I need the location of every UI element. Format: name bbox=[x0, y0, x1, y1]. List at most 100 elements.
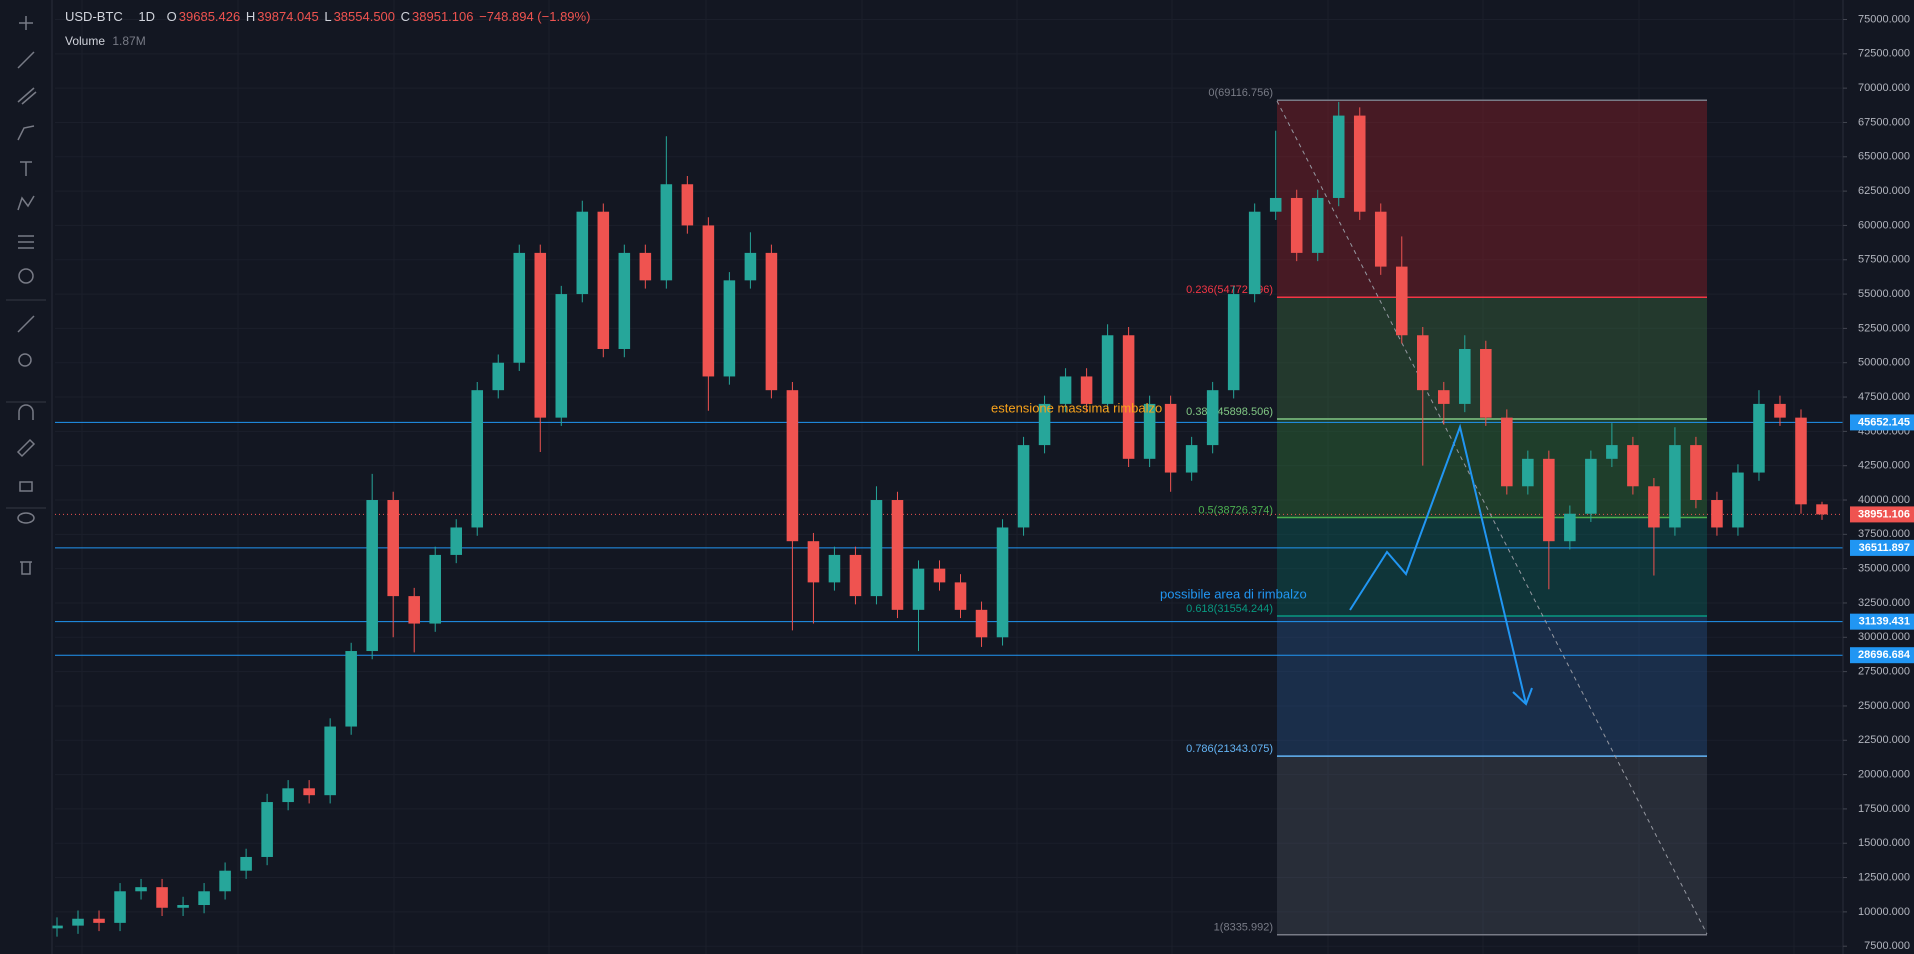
fib-band bbox=[1277, 517, 1707, 616]
ohlc-value: 39874.045 bbox=[257, 9, 319, 24]
y-tick-label: 40000.000 bbox=[1858, 494, 1910, 506]
candle-body bbox=[1143, 403, 1156, 459]
candle-body bbox=[282, 788, 294, 803]
y-tick-label: 17500.000 bbox=[1858, 803, 1910, 815]
y-tick-label: 67500.000 bbox=[1858, 116, 1910, 128]
candle-body bbox=[1101, 335, 1114, 404]
toolbar-icons bbox=[6, 16, 46, 575]
magnet-tool[interactable] bbox=[18, 404, 34, 420]
grid bbox=[55, 0, 1843, 954]
candle-body bbox=[1795, 417, 1807, 505]
candle-body bbox=[345, 651, 357, 727]
candle-body bbox=[639, 252, 652, 281]
y-tick-label: 42500.000 bbox=[1858, 460, 1910, 472]
fib-retracement: 0(69116.756)0.236(54772.496)0.382(45898.… bbox=[1186, 87, 1707, 936]
pattern-tool[interactable] bbox=[17, 195, 35, 211]
icon-tool[interactable] bbox=[18, 268, 34, 284]
fib-band bbox=[1277, 297, 1707, 420]
y-tick-label: 22500.000 bbox=[1858, 734, 1910, 746]
volume-label: Volume bbox=[65, 34, 106, 48]
candle-body bbox=[1374, 211, 1387, 267]
price-axis bbox=[1843, 0, 1914, 954]
candle-body bbox=[702, 225, 715, 377]
ohlc-value: 38951.106 bbox=[412, 9, 474, 24]
y-tick-label: 12500.000 bbox=[1858, 871, 1910, 883]
candle-body bbox=[303, 788, 315, 796]
candle-body bbox=[870, 500, 883, 597]
candle-body bbox=[744, 252, 757, 281]
candle-body bbox=[618, 252, 631, 349]
candle-body bbox=[996, 527, 1009, 638]
candle-body bbox=[471, 390, 484, 528]
prediction-tool[interactable] bbox=[18, 235, 34, 249]
candle-body bbox=[1732, 472, 1744, 528]
candle-body bbox=[1690, 445, 1702, 501]
candle-body bbox=[1438, 390, 1450, 404]
interval[interactable]: 1D bbox=[138, 9, 156, 24]
y-tick-label: 57500.000 bbox=[1858, 254, 1910, 266]
candle-body bbox=[660, 184, 673, 281]
y-tick-label: 75000.000 bbox=[1858, 13, 1910, 25]
candle-body bbox=[1290, 197, 1303, 253]
symbol[interactable]: USD-BTC bbox=[65, 9, 123, 24]
lock-drawings[interactable] bbox=[16, 438, 36, 458]
candle-body bbox=[366, 500, 378, 652]
price-tag bbox=[1850, 647, 1914, 664]
fib-band bbox=[1277, 100, 1707, 298]
fib-label: 1(8335.992) bbox=[1214, 922, 1273, 934]
measure-tool[interactable] bbox=[17, 315, 35, 333]
ohlc-key: O bbox=[166, 9, 177, 24]
text-tool[interactable] bbox=[20, 161, 32, 176]
y-tick-label: 47500.000 bbox=[1858, 391, 1910, 403]
candle-body bbox=[1774, 403, 1786, 418]
y-tick-label: 65000.000 bbox=[1858, 151, 1910, 163]
arrow-head bbox=[1512, 687, 1533, 706]
candle-body bbox=[1648, 486, 1660, 528]
candle-body bbox=[72, 918, 84, 926]
candle-body bbox=[576, 211, 589, 295]
y-tick-label: 55000.000 bbox=[1858, 288, 1910, 300]
y-tick-label: 10000.000 bbox=[1858, 906, 1910, 918]
candle-body bbox=[912, 568, 925, 610]
hide-tool[interactable] bbox=[17, 512, 35, 524]
candle-body bbox=[219, 870, 231, 892]
candle-body bbox=[1311, 197, 1324, 253]
candle-body bbox=[1038, 403, 1051, 446]
trendline-tool[interactable] bbox=[17, 51, 35, 69]
toolbar-dividers bbox=[6, 299, 46, 509]
legend-header: USD-BTC 1D O 39685.426 H 39874.045 L 38554.… bbox=[65, 9, 592, 24]
fib-tool[interactable] bbox=[17, 87, 37, 105]
candle-body bbox=[240, 856, 252, 871]
candle-body bbox=[1227, 294, 1240, 391]
candle-body bbox=[1669, 445, 1681, 528]
projection-arrow bbox=[1349, 423, 1527, 705]
price-tag bbox=[1850, 613, 1914, 630]
y-tick-label: 62500.000 bbox=[1858, 185, 1910, 197]
candle-body bbox=[1269, 197, 1282, 212]
ohlc-key: L bbox=[324, 9, 332, 24]
ohlc-key: C bbox=[400, 9, 411, 24]
price-tag-label: 45652.145 bbox=[1858, 416, 1910, 428]
brush-tool[interactable] bbox=[17, 125, 35, 141]
y-tick-label: 70000.000 bbox=[1858, 82, 1910, 94]
candle-body bbox=[891, 500, 904, 610]
delete-tool[interactable] bbox=[20, 561, 32, 575]
candle-body bbox=[1185, 445, 1198, 473]
candle-body bbox=[933, 568, 946, 583]
y-tick-label: 30000.000 bbox=[1858, 631, 1910, 643]
annotation: possibile area di rimbalzo bbox=[1160, 586, 1307, 601]
candle-body bbox=[1585, 458, 1597, 514]
candle-body bbox=[1753, 403, 1765, 473]
lock-tool[interactable] bbox=[19, 481, 33, 492]
zoom-tool[interactable] bbox=[18, 353, 32, 367]
candle-body bbox=[1122, 335, 1135, 459]
fib-label: 0.382(45898.506) bbox=[1186, 406, 1273, 418]
crosshair-tool[interactable] bbox=[19, 16, 33, 30]
candle-body bbox=[1606, 445, 1618, 459]
y-tick-label: 7500.000 bbox=[1864, 940, 1910, 952]
y-tick-label: 72500.000 bbox=[1858, 48, 1910, 60]
candle-body bbox=[1459, 348, 1471, 404]
y-tick-label: 60000.000 bbox=[1858, 219, 1910, 231]
ohlc-value: 39685.426 bbox=[178, 9, 241, 24]
